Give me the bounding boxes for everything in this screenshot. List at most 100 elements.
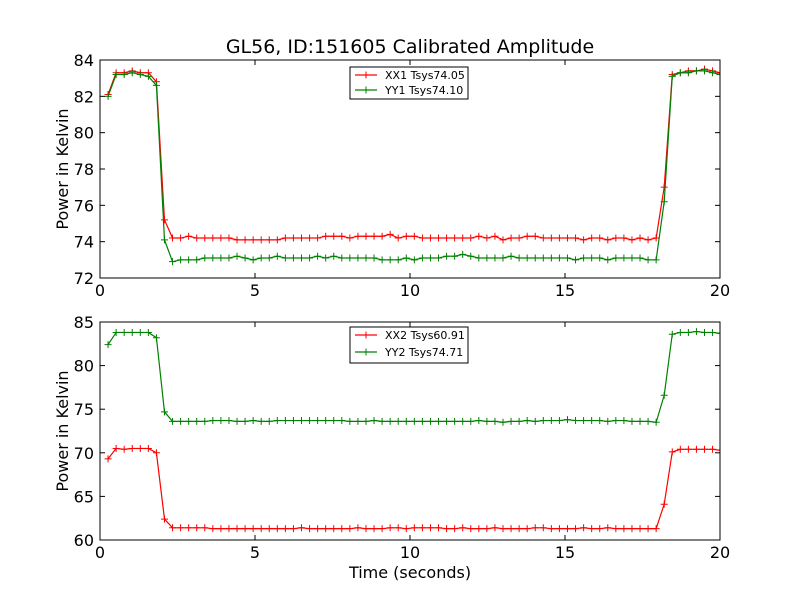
bottom-chart-panel: 0 5 10 15 20 60 65 70 75 80 85 Power in Kelvin XX2 T… (53, 313, 730, 562)
data-point-xx2 (193, 524, 201, 532)
data-point-yy1 (281, 254, 289, 262)
data-point-xx2 (233, 525, 241, 533)
x-tick-label: 0 (95, 281, 105, 300)
chart-title: GL56, ID:151605 Calibrated Amplitude (226, 36, 594, 58)
data-point-yy1 (169, 258, 177, 266)
data-point-yy2 (660, 391, 668, 399)
data-point-yy1 (459, 250, 467, 258)
data-point-xx1 (370, 232, 378, 240)
data-point-xx2 (201, 524, 209, 532)
data-point-xx2 (370, 525, 378, 533)
data-point-yy1 (620, 254, 628, 262)
x-tick-label: 15 (555, 281, 575, 300)
data-point-yy2 (612, 417, 620, 425)
data-point-xx1 (209, 234, 217, 242)
data-point-xx2 (354, 524, 362, 532)
data-point-yy1 (209, 254, 217, 262)
data-point-yy2 (241, 417, 249, 425)
data-point-xx2 (716, 446, 720, 454)
data-point-xx1 (273, 236, 281, 244)
data-point-yy2 (104, 341, 112, 349)
data-point-yy2 (169, 417, 177, 425)
data-point-yy1 (225, 254, 233, 262)
data-point-xx1 (563, 234, 571, 242)
y-tick-label: 84 (74, 51, 94, 70)
data-point-yy2 (418, 417, 426, 425)
data-point-yy2 (362, 417, 370, 425)
data-point-yy2 (547, 417, 555, 425)
data-point-xx2 (410, 524, 418, 532)
data-point-xx1 (386, 230, 394, 238)
data-point-yy2 (459, 417, 467, 425)
data-point-yy1 (160, 236, 168, 244)
data-point-yy1 (394, 256, 402, 264)
data-point-xx1 (459, 234, 467, 242)
data-point-yy2 (209, 417, 217, 425)
data-point-yy2 (233, 417, 241, 425)
data-point-xx2 (499, 525, 507, 533)
data-point-yy1 (233, 252, 241, 260)
y-tick-label: 74 (74, 233, 94, 252)
data-point-xx2 (596, 525, 604, 533)
data-point-yy2 (555, 417, 563, 425)
data-point-xx2 (547, 525, 555, 533)
data-point-xx1 (418, 234, 426, 242)
data-point-yy1 (499, 254, 507, 262)
data-point-xx2 (265, 525, 273, 533)
data-point-xx2 (257, 525, 265, 533)
data-point-xx1 (394, 234, 402, 242)
plot-area (104, 328, 720, 533)
data-point-yy1 (322, 254, 330, 262)
data-point-xx2 (692, 445, 700, 453)
data-point-xx2 (676, 445, 684, 453)
data-point-xx2 (418, 524, 426, 532)
data-point-xx2 (443, 525, 451, 533)
data-point-yy2 (185, 417, 193, 425)
data-point-xx1 (620, 234, 628, 242)
data-point-yy2 (443, 417, 451, 425)
data-point-yy1 (402, 254, 410, 262)
data-point-yy1 (265, 254, 273, 262)
data-point-xx2 (306, 525, 314, 533)
data-point-yy2 (636, 417, 644, 425)
data-point-yy1 (491, 254, 499, 262)
data-point-yy2 (515, 417, 523, 425)
data-point-xx2 (249, 525, 257, 533)
data-point-xx2 (169, 524, 177, 532)
y-tick-label: 75 (74, 400, 94, 419)
data-point-xx2 (612, 525, 620, 533)
data-point-xx1 (652, 234, 660, 242)
data-point-xx2 (273, 525, 281, 533)
data-point-yy2 (386, 417, 394, 425)
data-point-xx1 (225, 234, 233, 242)
x-tick-label: 5 (250, 281, 260, 300)
data-point-yy2 (281, 417, 289, 425)
data-point-yy2 (716, 329, 720, 337)
data-point-xx2 (531, 524, 539, 532)
data-point-xx2 (652, 525, 660, 533)
data-point-xx1 (306, 234, 314, 242)
data-point-yy2 (426, 417, 434, 425)
data-point-yy2 (112, 328, 120, 336)
data-point-yy1 (386, 256, 394, 264)
data-point-yy2 (265, 417, 273, 425)
data-point-xx2 (507, 525, 515, 533)
data-point-xx2 (668, 448, 676, 456)
data-point-yy1 (435, 254, 443, 262)
data-point-yy2 (217, 417, 225, 425)
data-point-yy1 (104, 92, 112, 100)
data-point-yy2 (692, 328, 700, 336)
data-point-xx1 (491, 232, 499, 240)
data-point-yy2 (394, 417, 402, 425)
x-tick-label: 10 (400, 281, 420, 300)
data-point-yy2 (314, 417, 322, 425)
data-point-yy1 (523, 254, 531, 262)
data-point-xx1 (499, 236, 507, 244)
data-point-xx1 (160, 216, 168, 224)
legend: XX1 Tsys74.05 YY1 Tsys74.10 (349, 66, 469, 100)
data-point-xx2 (241, 525, 249, 533)
data-point-yy1 (128, 69, 136, 77)
data-point-yy1 (136, 71, 144, 79)
data-point-yy1 (612, 254, 620, 262)
